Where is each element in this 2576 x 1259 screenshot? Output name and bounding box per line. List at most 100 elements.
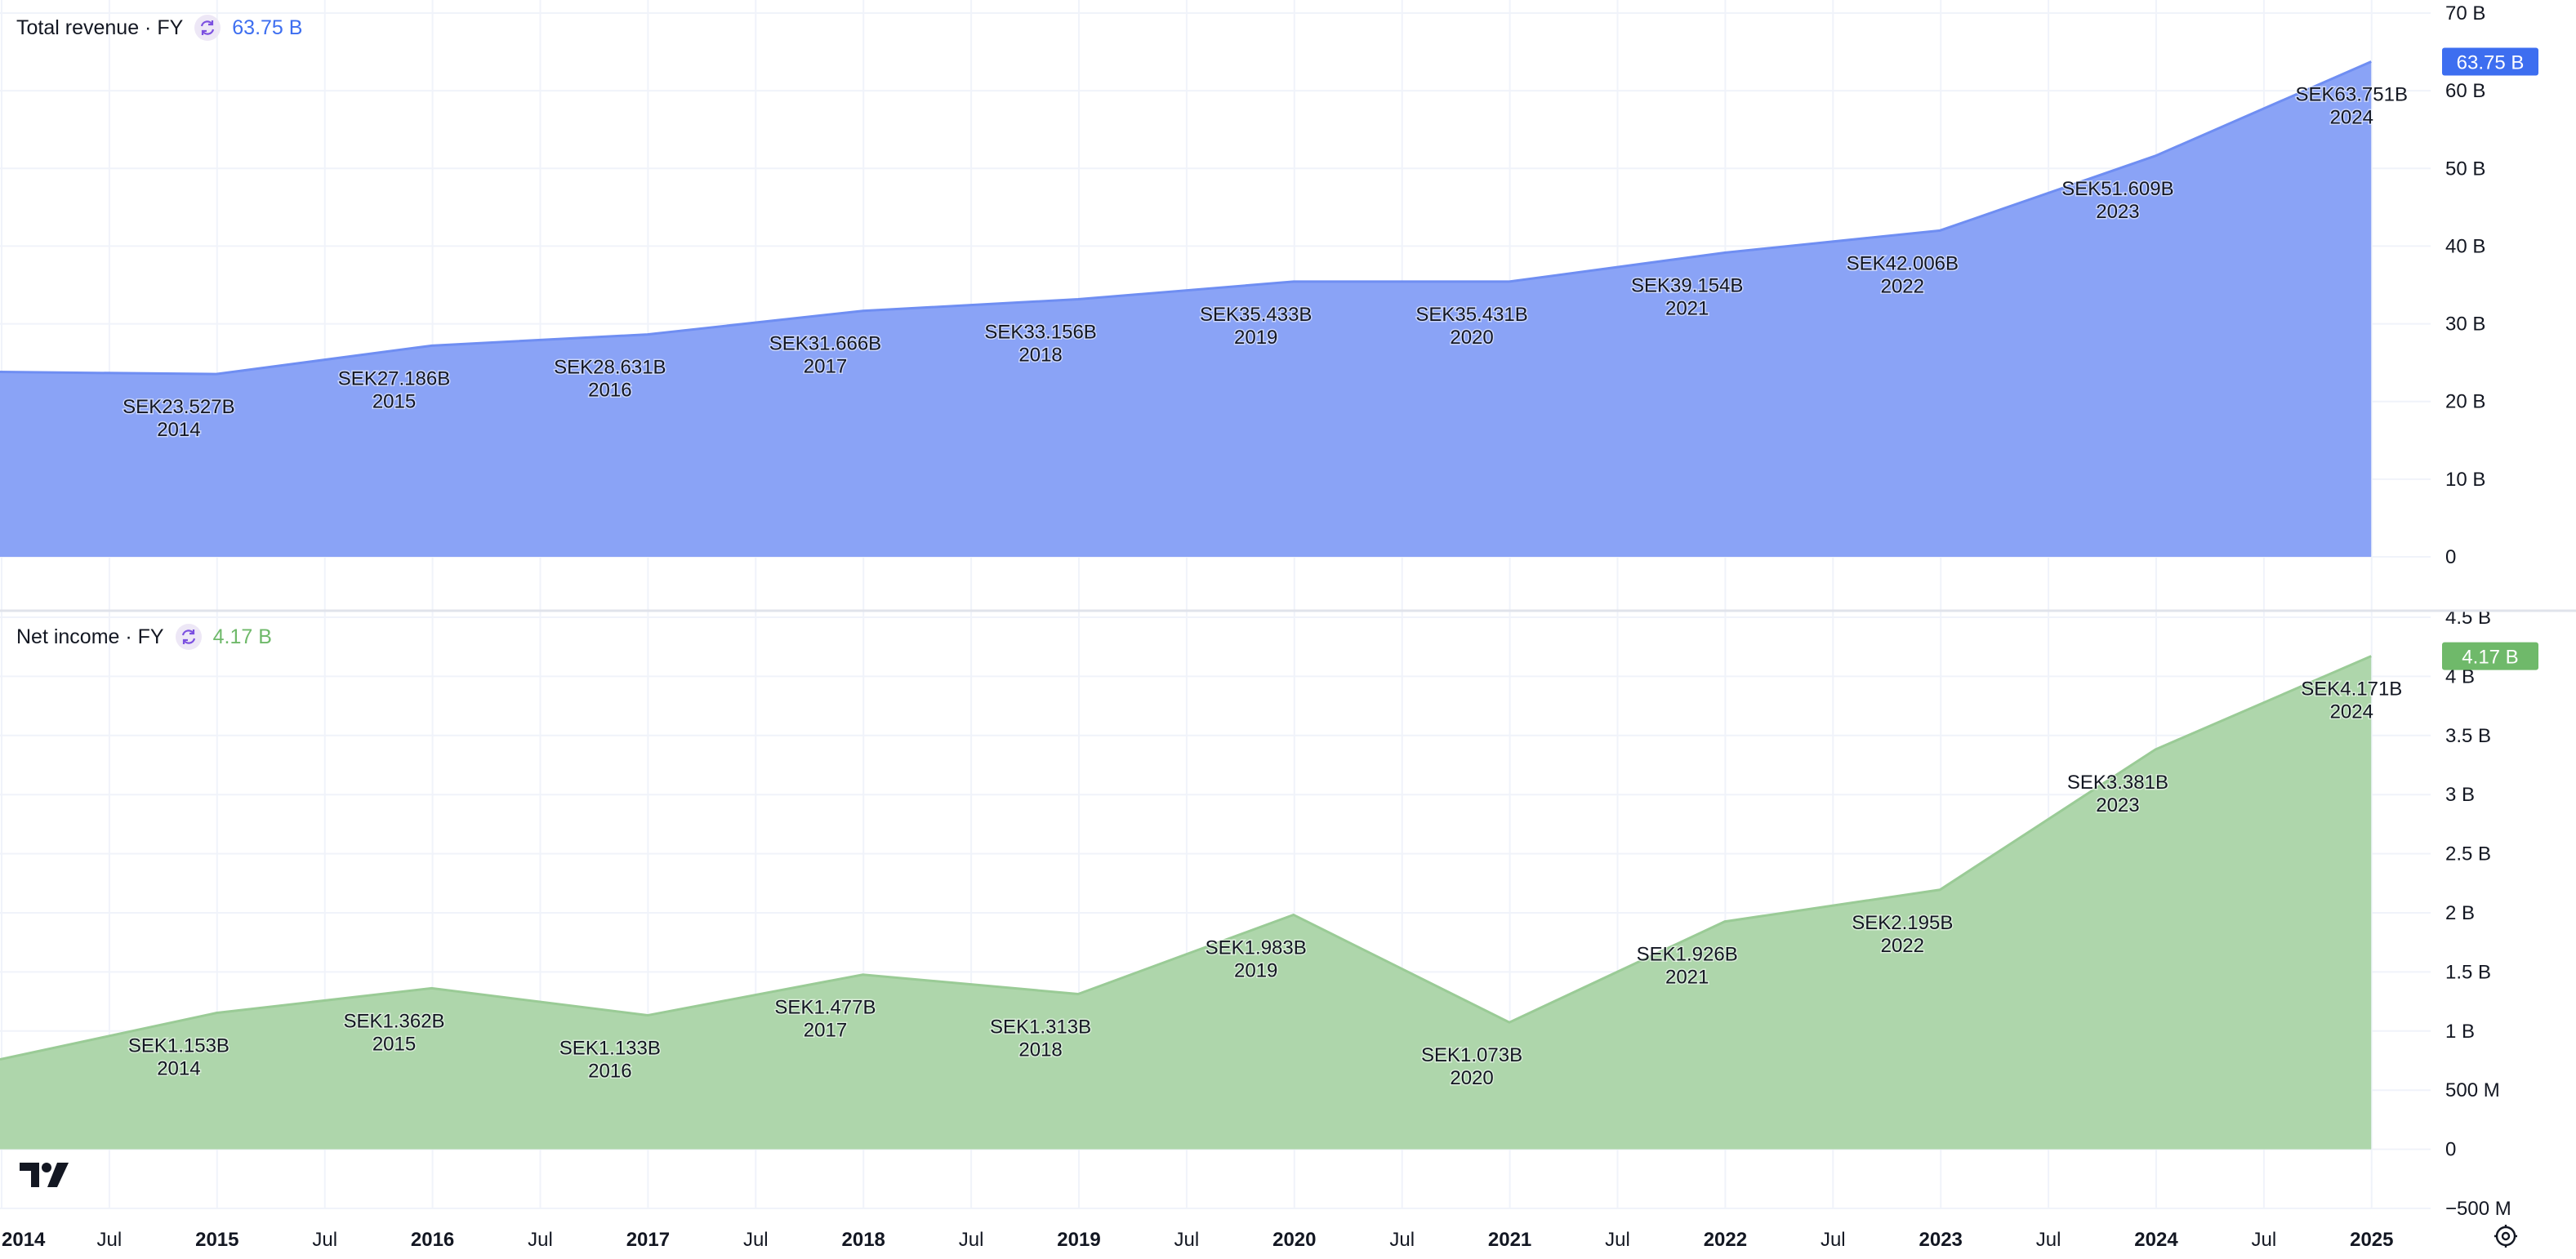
data-label-value: SEK4.171B	[2301, 678, 2402, 701]
data-label-value: SEK39.154B	[1631, 274, 1743, 296]
data-label-year: 2017	[804, 1020, 847, 1042]
data-label-value: SEK63.751B	[2296, 83, 2408, 105]
data-label-year: 2020	[1450, 327, 1493, 349]
data-label-year: 2020	[1450, 1067, 1493, 1089]
x-axis-month-label: Jul	[312, 1229, 337, 1251]
tradingview-logo[interactable]	[18, 1161, 70, 1193]
revenue-last-value-badge: 63.75 B	[2442, 47, 2538, 76]
data-label-year: 2023	[2096, 794, 2139, 816]
revenue-pane: 70 B60 B50 B40 B30 B20 B10 B0SEK23.527B2…	[0, 2, 2538, 568]
data-label-year: 2014	[157, 1058, 200, 1080]
data-label-value: SEK23.527B	[123, 396, 234, 418]
x-axis-year-label: 2014	[2, 1229, 46, 1251]
y-tick-label: 2.5 B	[2445, 843, 2491, 865]
x-axis-month-label: Jul	[528, 1229, 553, 1251]
x-axis-year-label: 2018	[842, 1229, 885, 1251]
data-label-value: SEK1.926B	[1637, 944, 1738, 966]
data-label-value: SEK35.431B	[1415, 304, 1527, 326]
data-label-year: 2019	[1234, 959, 1277, 981]
net-income-area	[0, 656, 2372, 1150]
svg-text:63.75 B: 63.75 B	[2457, 51, 2525, 73]
revenue-line	[0, 60, 2372, 376]
svg-text:4.17 B: 4.17 B	[2462, 647, 2518, 669]
data-label-value: SEK1.073B	[1421, 1044, 1522, 1066]
x-axis-year-label: 2015	[195, 1229, 238, 1251]
settings-gear-icon[interactable]	[2493, 1223, 2519, 1253]
x-axis-year-label: 2024	[2134, 1229, 2178, 1251]
y-tick-label: −500 M	[2445, 1198, 2511, 1220]
sync-icon[interactable]	[175, 624, 202, 650]
data-label-year: 2015	[372, 1033, 416, 1055]
revenue-legend-value: 63.75 B	[232, 16, 303, 39]
net-income-legend-value: 4.17 B	[212, 625, 272, 648]
data-label-value: SEK1.983B	[1206, 936, 1307, 959]
x-axis-month-label: Jul	[1605, 1229, 1630, 1251]
y-tick-label: 60 B	[2445, 80, 2485, 102]
y-tick-label: 10 B	[2445, 469, 2485, 491]
data-label-value: SEK1.362B	[343, 1010, 444, 1032]
data-label-year: 2021	[1665, 297, 1709, 319]
data-label-value: SEK2.195B	[1852, 912, 1953, 934]
data-label-year: 2021	[1665, 967, 1709, 989]
data-label-year: 2022	[1881, 935, 1924, 957]
net-income-last-value-badge: 4.17 B	[2442, 642, 2538, 670]
x-axis-year-label: 2020	[1272, 1229, 1316, 1251]
x-axis-month-label: Jul	[959, 1229, 984, 1251]
data-label-year: 2024	[2330, 106, 2373, 128]
x-axis-month-label: Jul	[2252, 1229, 2277, 1251]
data-label-value: SEK1.153B	[128, 1035, 230, 1057]
data-label-value: SEK33.156B	[984, 322, 1096, 344]
y-tick-label: 50 B	[2445, 158, 2485, 180]
data-label-value: SEK42.006B	[1847, 252, 1959, 274]
net-income-legend-title: Net income · FY	[16, 625, 164, 648]
data-label-value: SEK28.631B	[554, 357, 666, 379]
y-tick-label: 500 M	[2445, 1079, 2500, 1101]
x-axis-year-label: 2017	[626, 1229, 670, 1251]
data-label-year: 2024	[2330, 701, 2373, 723]
x-axis-year-label: 2025	[2350, 1229, 2393, 1251]
data-label-year: 2018	[1018, 345, 1062, 367]
x-axis-month-label: Jul	[1389, 1229, 1415, 1251]
y-tick-label: 0	[2445, 1139, 2456, 1161]
x-axis-month-label: Jul	[1174, 1229, 1200, 1251]
x-axis-year-label: 2021	[1488, 1229, 1531, 1251]
y-tick-label: 0	[2445, 546, 2456, 568]
data-label-year: 2022	[1881, 275, 1924, 297]
x-axis-month-label: Jul	[97, 1229, 123, 1251]
y-tick-label: 70 B	[2445, 2, 2485, 24]
revenue-legend[interactable]: Total revenue · FY 63.75 B	[16, 11, 302, 44]
y-tick-label: 1 B	[2445, 1021, 2475, 1043]
x-axis-month-label: Jul	[743, 1229, 769, 1251]
net-income-legend[interactable]: Net income · FY 4.17 B	[16, 621, 272, 653]
data-label-value: SEK1.133B	[559, 1038, 661, 1060]
revenue-area	[0, 61, 2372, 557]
data-label-year: 2015	[372, 390, 416, 412]
y-tick-label: 3 B	[2445, 784, 2475, 806]
data-label-value: SEK35.433B	[1200, 304, 1312, 326]
data-label-year: 2016	[588, 1061, 631, 1083]
data-label-year: 2018	[1018, 1039, 1062, 1061]
y-tick-label: 2 B	[2445, 902, 2475, 924]
data-label-year: 2017	[804, 356, 847, 378]
x-axis-month-label: Jul	[1821, 1229, 1846, 1251]
data-label-year: 2023	[2096, 201, 2139, 223]
data-label-value: SEK31.666B	[769, 333, 881, 355]
y-tick-label: 40 B	[2445, 235, 2485, 257]
data-label-year: 2016	[588, 380, 631, 402]
data-label-value: SEK1.313B	[990, 1016, 1091, 1038]
data-label-year: 2014	[157, 419, 200, 441]
sync-icon[interactable]	[194, 15, 221, 41]
data-label-value: SEK27.186B	[338, 367, 450, 389]
x-axis-year-label: 2022	[1704, 1229, 1747, 1251]
y-tick-label: 20 B	[2445, 391, 2485, 413]
data-label-value: SEK1.477B	[774, 997, 876, 1019]
net-income-line	[0, 655, 2372, 1061]
revenue-legend-title: Total revenue · FY	[16, 16, 184, 39]
x-axis-month-label: Jul	[2036, 1229, 2061, 1251]
x-axis-year-label: 2023	[1919, 1229, 1963, 1251]
y-tick-label: 3.5 B	[2445, 725, 2491, 747]
data-label-value: SEK51.609B	[2061, 178, 2173, 200]
x-axis-year-label: 2016	[411, 1229, 454, 1251]
